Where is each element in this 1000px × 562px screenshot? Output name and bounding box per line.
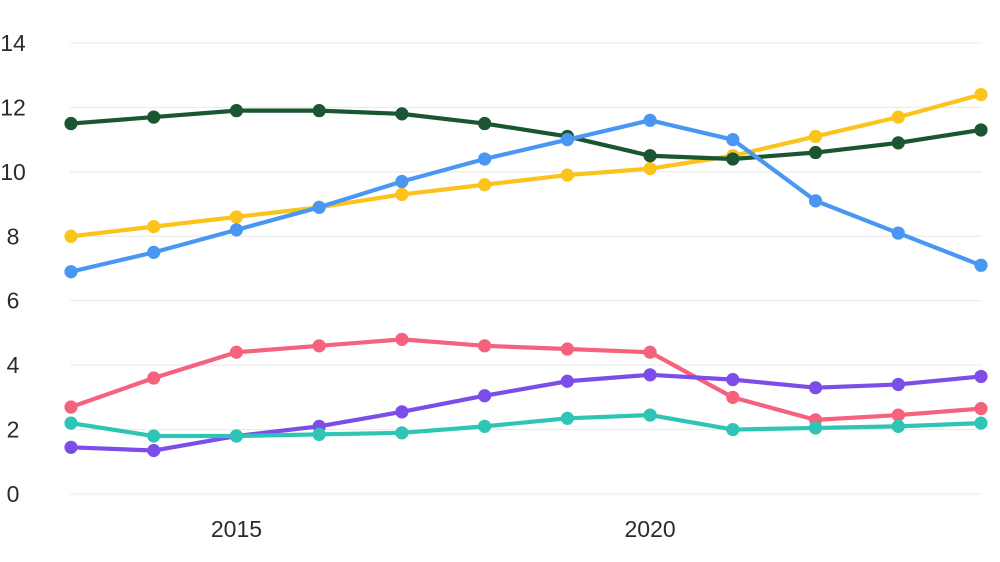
series-dark-green: [64, 104, 988, 166]
data-point-dark-green: [312, 104, 326, 118]
data-point-dark-green: [478, 116, 492, 131]
y-axis-tick-label: 8: [7, 223, 20, 249]
data-point-gold: [808, 129, 823, 144]
data-point-blue: [229, 223, 244, 237]
data-point-purple: [395, 405, 409, 419]
grid-and-y-axis: 0 2 4 6 8 10 12 14: [0, 30, 982, 507]
series-line-pink: [68, 337, 984, 423]
data-point-blue: [312, 200, 326, 214]
x-axis-tick-label: 2020: [625, 516, 676, 542]
data-point-purple: [147, 443, 161, 458]
data-point-teal: [395, 426, 409, 440]
data-point-dark-green: [974, 123, 988, 137]
series-line-dark-green: [68, 108, 984, 162]
data-point-gold: [974, 87, 988, 102]
data-point-purple: [643, 368, 657, 382]
data-point-teal: [64, 416, 78, 430]
data-point-blue: [395, 174, 409, 189]
x-axis-tick-label: 2015: [211, 516, 262, 542]
series-line-blue: [68, 118, 984, 274]
y-axis-tick-label: 12: [0, 94, 26, 120]
data-point-purple: [726, 373, 740, 387]
x-axis: 2015 2020: [211, 516, 676, 542]
data-point-dark-green: [229, 104, 244, 118]
y-axis-tick-label: 0: [7, 481, 20, 507]
data-point-teal: [808, 421, 823, 435]
data-point-pink: [64, 400, 78, 414]
data-point-blue: [808, 194, 823, 208]
data-point-purple: [560, 374, 574, 388]
data-point-gold: [478, 178, 492, 192]
data-point-pink: [229, 345, 244, 359]
data-point-blue: [147, 245, 161, 259]
data-point-pink: [147, 371, 161, 385]
series-line-teal: [68, 412, 984, 439]
data-point-teal: [891, 419, 905, 433]
data-point-gold: [891, 110, 905, 124]
series-teal: [64, 408, 988, 443]
data-point-pink: [478, 339, 492, 353]
data-point-teal: [974, 416, 988, 430]
y-axis-tick-label: 6: [7, 288, 20, 314]
data-point-dark-green: [64, 116, 78, 131]
data-point-gold: [560, 168, 574, 182]
data-point-dark-green: [395, 107, 409, 121]
data-point-pink: [974, 402, 988, 416]
data-point-gold: [643, 162, 657, 176]
data-point-blue: [643, 113, 657, 127]
data-point-purple: [891, 377, 905, 392]
data-point-pink: [726, 390, 740, 404]
data-point-pink: [891, 408, 905, 422]
y-axis-tick-label: 4: [7, 352, 20, 378]
data-point-teal: [560, 411, 574, 425]
data-point-pink: [643, 345, 657, 359]
data-point-purple: [808, 381, 823, 395]
data-point-pink: [560, 342, 574, 356]
data-point-pink: [312, 339, 326, 353]
series-blue: [64, 113, 988, 279]
data-point-gold: [395, 187, 409, 202]
data-point-purple: [64, 440, 78, 454]
series-line-gold: [68, 92, 984, 239]
y-axis-tick-label: 10: [0, 159, 26, 185]
data-point-dark-green: [891, 136, 905, 150]
data-point-dark-green: [147, 110, 161, 124]
data-point-blue: [64, 265, 78, 279]
y-axis-tick-label: 2: [7, 417, 20, 443]
data-point-teal: [229, 429, 244, 443]
data-point-purple: [478, 389, 492, 403]
data-point-blue: [560, 133, 574, 147]
data-point-teal: [312, 427, 326, 442]
data-point-gold: [229, 210, 244, 224]
data-point-purple: [974, 369, 988, 384]
series-line-purple: [68, 372, 984, 453]
data-point-gold: [147, 220, 161, 234]
data-point-pink: [395, 332, 409, 346]
data-point-blue: [478, 152, 492, 166]
data-point-blue: [726, 133, 740, 147]
data-point-teal: [726, 422, 740, 437]
data-point-teal: [478, 419, 492, 433]
series-pink: [64, 332, 988, 427]
data-point-blue: [891, 226, 905, 240]
data-point-teal: [147, 429, 161, 443]
data-point-dark-green: [808, 145, 823, 160]
data-point-blue: [974, 258, 988, 272]
y-axis-tick-label: 14: [0, 30, 26, 56]
series-purple: [64, 368, 988, 458]
data-point-dark-green: [643, 149, 657, 163]
data-point-dark-green: [726, 152, 740, 166]
data-point-teal: [643, 408, 657, 422]
data-point-gold: [64, 229, 78, 243]
